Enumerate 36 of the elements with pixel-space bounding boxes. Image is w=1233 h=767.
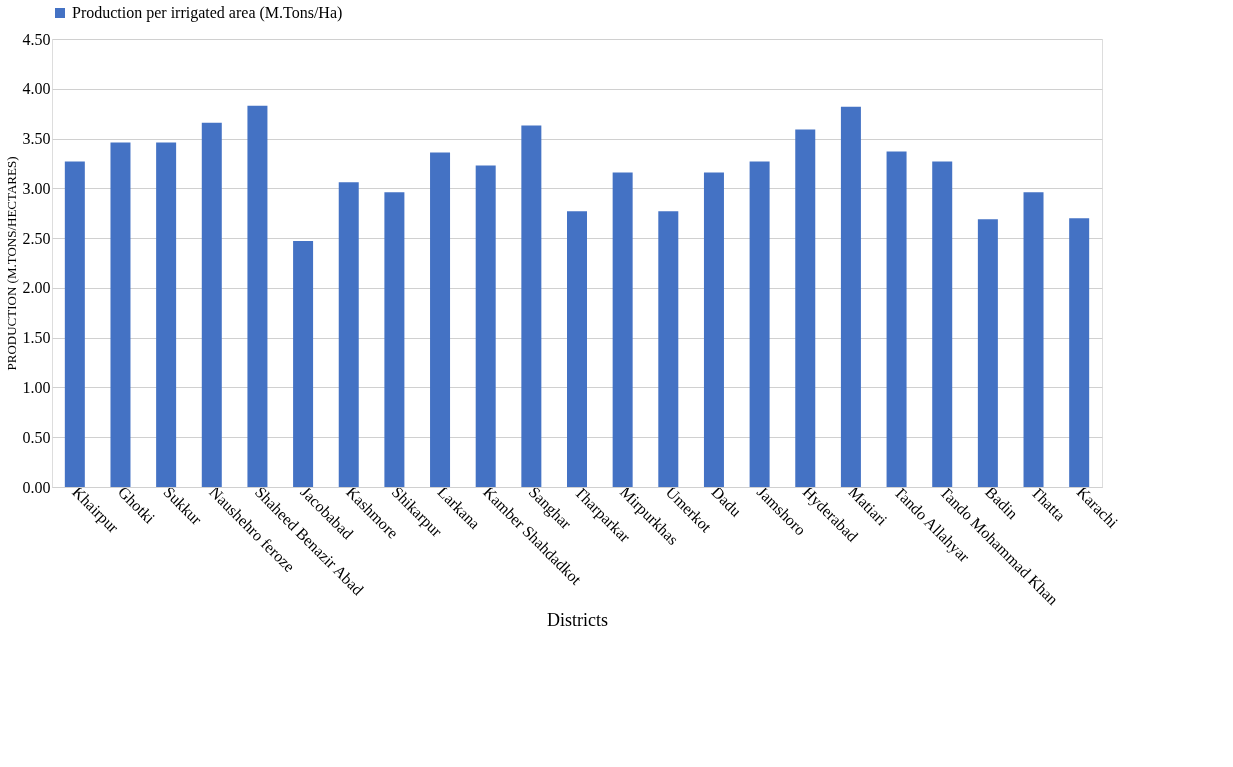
bar (201, 122, 222, 487)
y-tick-label: 4.50 (22, 30, 51, 48)
bar (567, 211, 587, 487)
bar (749, 161, 770, 487)
bar (293, 241, 314, 487)
bar (247, 105, 268, 487)
bar (977, 219, 998, 487)
bar (932, 161, 953, 487)
y-tick-label: 1.00 (22, 378, 51, 396)
legend-label: Production per irrigated area (M.Tons/Ha) (72, 4, 343, 22)
bar (430, 152, 451, 487)
bar (795, 129, 816, 487)
bar (64, 161, 85, 487)
y-tick-label: 0.50 (22, 428, 51, 446)
y-tick-label: 1.50 (22, 329, 51, 347)
bar (475, 165, 496, 487)
bar (110, 142, 131, 487)
bar (384, 192, 405, 487)
bar (612, 172, 633, 487)
bar (840, 106, 861, 487)
y-tick-label: 3.50 (22, 130, 51, 148)
y-tick-label: 0.00 (22, 478, 51, 496)
y-tick-label: 3.00 (22, 179, 51, 197)
y-tick-label: 2.50 (22, 229, 51, 247)
x-axis-title: Districts (547, 610, 608, 631)
bar (1023, 192, 1044, 487)
y-tick-label: 2.00 (22, 279, 51, 297)
bar (338, 182, 359, 487)
bar (658, 211, 679, 487)
bar (1069, 218, 1090, 487)
bar (886, 151, 907, 487)
bar (156, 142, 177, 487)
bar (703, 172, 724, 487)
y-tick-label: 4.00 (22, 80, 51, 98)
y-axis-title: PRODUCTION (M.TONS/HECTARES) (3, 156, 19, 371)
bar (521, 125, 542, 487)
